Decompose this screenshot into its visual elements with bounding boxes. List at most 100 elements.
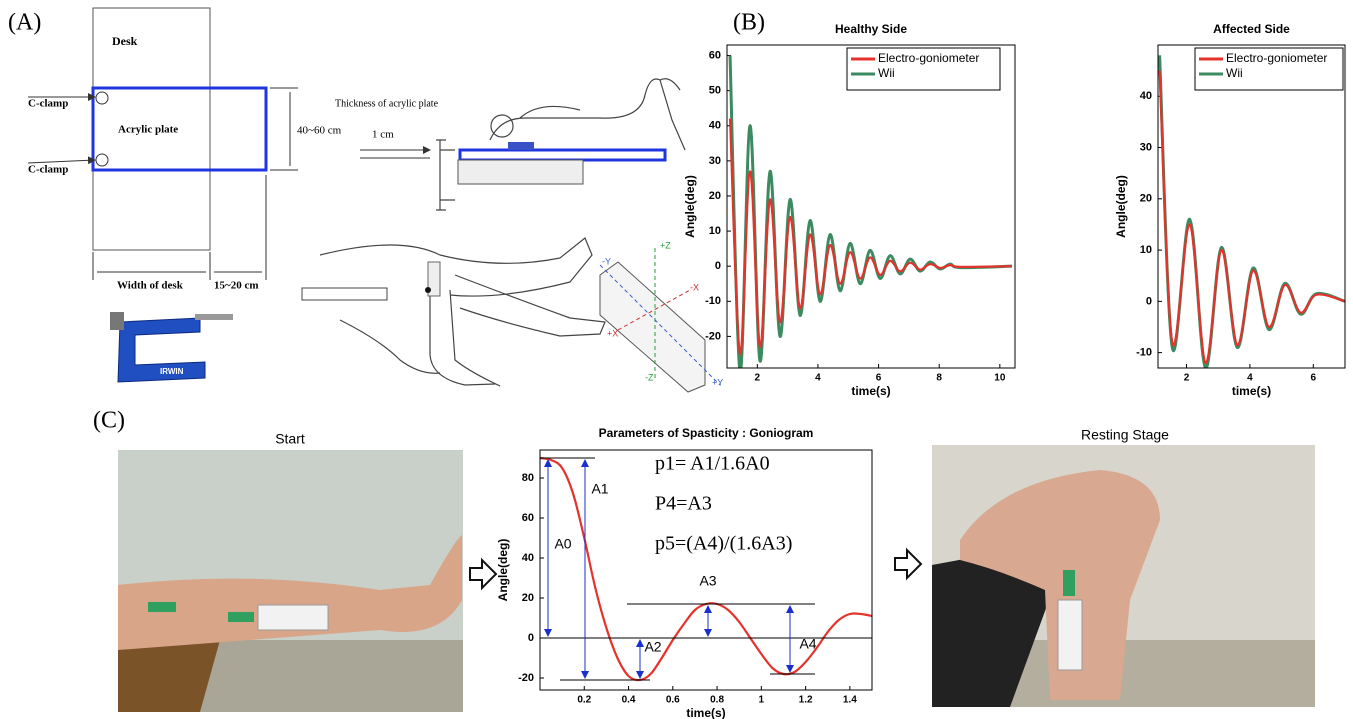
clamp-screw xyxy=(195,314,233,320)
plot-frame xyxy=(1158,45,1345,368)
y-tick-label: 40 xyxy=(709,120,721,132)
dim-label: Width of desk xyxy=(117,280,184,292)
arrow xyxy=(895,550,921,578)
x-tick-label: 0.4 xyxy=(622,695,636,706)
clamp-label: C-clamp xyxy=(28,164,68,176)
y-tick-label: 60 xyxy=(522,512,534,524)
sensor xyxy=(1058,600,1082,670)
chart: Affected Sidetime(s)Angle(deg)-100102030… xyxy=(1114,22,1345,398)
figure: (A) (B) (C) Desk C-clamp C-clamp Acrylic… xyxy=(0,0,1353,719)
series-line xyxy=(1160,71,1345,363)
x-tick-label: 1.4 xyxy=(843,695,857,706)
head xyxy=(491,115,513,137)
legend-label: Electro-goniometer xyxy=(1226,51,1327,65)
legend-label: Wii xyxy=(878,66,895,80)
formula: p1= A1/1.6A0 xyxy=(655,453,770,475)
x-tick-label: 4 xyxy=(1247,373,1253,384)
arrow xyxy=(470,560,496,588)
axis-label: -X xyxy=(690,282,699,292)
y-tick-label: 20 xyxy=(522,592,534,604)
x-tick-label: 0.8 xyxy=(710,695,724,706)
y-tick-label: 60 xyxy=(709,49,721,61)
desk-label: Desk xyxy=(112,34,138,48)
y-tick-label: 50 xyxy=(709,85,721,97)
axis-label: -Y xyxy=(602,256,611,266)
y-tick-label: -20 xyxy=(705,330,721,342)
y-tick-label: -10 xyxy=(705,295,721,307)
x-tick-label: 6 xyxy=(1311,373,1317,384)
photo-title: Resting Stage xyxy=(1081,427,1169,443)
formula: P4=A3 xyxy=(655,493,712,515)
axis-label: -Z xyxy=(645,372,654,382)
chart-title: Parameters of Spasticity : Goniogram xyxy=(599,426,814,440)
y-tick-label: 30 xyxy=(709,155,721,167)
panel-label: (B) xyxy=(733,10,765,36)
table-edge xyxy=(302,288,387,300)
series-line xyxy=(1160,55,1345,368)
plate-side xyxy=(460,150,665,160)
plot-frame xyxy=(727,45,1015,368)
clip xyxy=(148,602,176,612)
legend-label: Electro-goniometer xyxy=(878,51,979,65)
y-tick-label: 40 xyxy=(522,552,534,564)
y-tick-label: 10 xyxy=(1140,244,1152,256)
axis-label: +Z xyxy=(660,240,671,250)
annotation-label: A1 xyxy=(591,481,608,497)
pivot xyxy=(425,287,431,293)
chart: Parameters of Spasticity : Goniogram time… xyxy=(496,426,872,719)
dim-label: 15~20 cm xyxy=(214,280,259,292)
series-line xyxy=(540,458,872,680)
wii-sketch: -Y +Z -X +X -Z +Y xyxy=(600,240,723,392)
dim-label: 40~60 cm xyxy=(297,125,342,137)
photo-title: Start xyxy=(275,431,305,447)
y-tick-label: 80 xyxy=(522,472,534,484)
clamp-side xyxy=(436,140,455,210)
x-tick-label: 0.6 xyxy=(666,695,680,706)
x-tick-label: 1 xyxy=(759,695,765,706)
legend-label: Wii xyxy=(1226,66,1243,80)
clamp-point xyxy=(96,154,108,166)
clip xyxy=(1063,570,1075,596)
y-tick-label: 0 xyxy=(715,260,721,272)
desk-diagram: Desk C-clamp C-clamp Acrylic plate 40~60… xyxy=(28,8,342,292)
annotation-label: A4 xyxy=(799,636,816,652)
clamp-point xyxy=(96,92,108,104)
clamp-label: C-clamp xyxy=(28,98,68,110)
chart: Healthy Sidetime(s)Angle(deg)-20-1001020… xyxy=(683,22,1015,398)
y-tick-label: 30 xyxy=(1140,141,1152,153)
x-tick-label: 4 xyxy=(815,373,821,384)
y-tick-label: 20 xyxy=(709,190,721,202)
annotation-label: A3 xyxy=(699,573,716,589)
y-tick-label: 0 xyxy=(1146,295,1152,307)
y-tick-label: 0 xyxy=(528,632,534,644)
x-axis-label: time(s) xyxy=(1232,384,1271,398)
y-tick-label: 40 xyxy=(1140,90,1152,102)
resting-photo xyxy=(932,445,1315,707)
x-axis-label: time(s) xyxy=(851,384,890,398)
y-tick-label: 10 xyxy=(709,225,721,237)
x-tick-label: 6 xyxy=(876,373,882,384)
clip xyxy=(228,612,254,622)
chart-title: Affected Side xyxy=(1213,22,1290,36)
annotation-label: A2 xyxy=(644,639,661,655)
thickness-title: Thickness of acrylic plate xyxy=(335,98,439,109)
x-tick-label: 2 xyxy=(1184,373,1190,384)
axis-label: +Y xyxy=(712,377,723,387)
plate-label: Acrylic plate xyxy=(118,124,178,136)
pad xyxy=(508,142,534,150)
clamp-photo: IRWIN xyxy=(110,312,233,382)
table xyxy=(458,160,583,184)
start-photo xyxy=(118,450,463,712)
legs xyxy=(320,238,605,386)
panel-label: (A) xyxy=(8,10,41,36)
x-tick-label: 0.2 xyxy=(577,695,591,706)
x-tick-label: 10 xyxy=(994,373,1006,384)
x-tick-label: 1.2 xyxy=(799,695,813,706)
clamp-brand: IRWIN xyxy=(160,367,184,376)
x-axis-label: time(s) xyxy=(686,706,725,719)
sensor xyxy=(258,605,328,630)
plot-frame xyxy=(540,450,872,690)
formula: p5=(A4)/(1.6A3) xyxy=(655,533,792,555)
y-axis-label: Angle(deg) xyxy=(496,539,510,602)
series-line xyxy=(730,119,1012,355)
